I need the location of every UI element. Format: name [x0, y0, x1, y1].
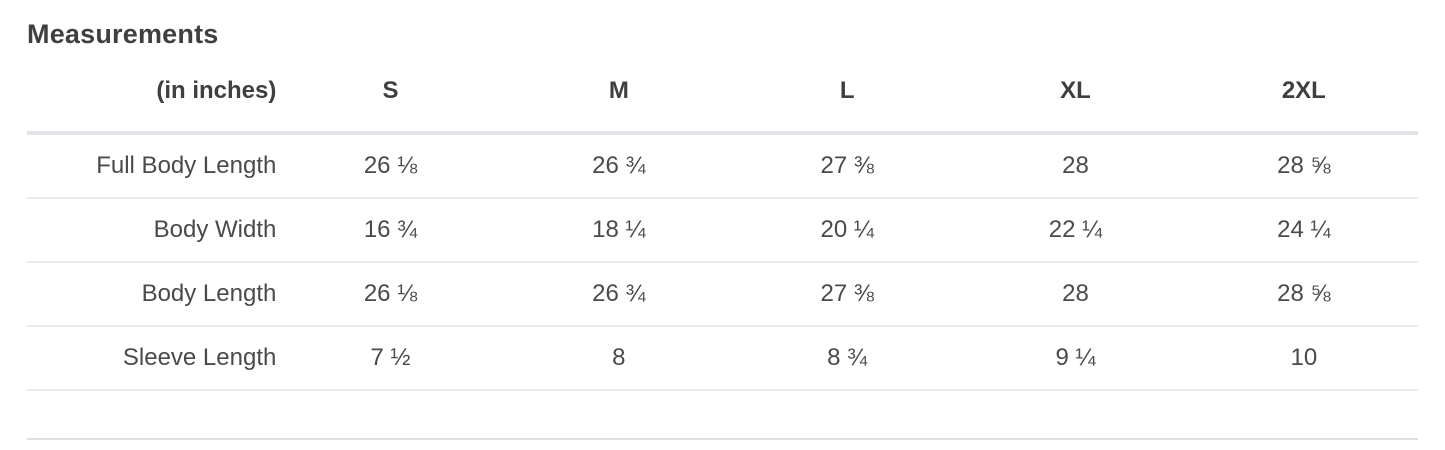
measurement-cell: 26 ⅛: [276, 262, 505, 327]
row-label: Sleeve Length: [27, 326, 277, 391]
column-header-s: S: [276, 50, 505, 135]
measurement-cell: 16 ¾: [276, 198, 505, 263]
measurement-cell: 26 ⅛: [276, 133, 505, 199]
row-label: Body Length: [27, 262, 277, 327]
column-header-2xl: 2XL: [1189, 50, 1418, 135]
table-row: Body Width 16 ¾ 18 ¼ 20 ¼ 22 ¼ 24 ¼: [27, 198, 1418, 263]
measurement-cell: 28: [961, 262, 1190, 327]
measurement-cell: 27 ⅜: [733, 133, 962, 199]
measurement-cell: 28 ⅝: [1189, 262, 1418, 327]
column-header-m: M: [504, 50, 733, 135]
measurement-cell: 22 ¼: [961, 198, 1190, 263]
table-row: Sleeve Length 7 ½ 8 8 ¾ 9 ¼ 10: [27, 326, 1418, 391]
measurement-cell: 26 ¾: [504, 262, 733, 327]
row-label: Full Body Length: [27, 133, 277, 199]
measurement-cell: 9 ¼: [961, 326, 1190, 391]
empty-cell: [27, 390, 1418, 440]
measurement-cell: 8 ¾: [733, 326, 962, 391]
measurement-cell: 10: [1189, 326, 1418, 391]
table-row: Body Length 26 ⅛ 26 ¾ 27 ⅜ 28 28 ⅝: [27, 262, 1418, 327]
measurement-cell: 8: [504, 326, 733, 391]
table-row: Full Body Length 26 ⅛ 26 ¾ 27 ⅜ 28 28 ⅝: [27, 133, 1418, 199]
measurement-cell: 20 ¼: [733, 198, 962, 263]
measurements-section: Measurements (in inches) S M L XL 2XL Fu…: [27, 19, 1418, 440]
empty-table-row: [27, 390, 1418, 440]
size-chart-body: Full Body Length 26 ⅛ 26 ¾ 27 ⅜ 28 28 ⅝ …: [27, 133, 1418, 440]
unit-label: (in inches): [27, 50, 277, 135]
size-chart-table: (in inches) S M L XL 2XL Full Body Lengt…: [27, 50, 1418, 440]
measurement-cell: 24 ¼: [1189, 198, 1418, 263]
row-label: Body Width: [27, 198, 277, 263]
header-row: (in inches) S M L XL 2XL: [27, 50, 1418, 135]
column-header-l: L: [733, 50, 962, 135]
size-chart-header: (in inches) S M L XL 2XL: [27, 50, 1418, 135]
measurement-cell: 27 ⅜: [733, 262, 962, 327]
measurement-cell: 18 ¼: [504, 198, 733, 263]
measurement-cell: 26 ¾: [504, 133, 733, 199]
measurement-cell: 28: [961, 133, 1190, 199]
measurement-cell: 7 ½: [276, 326, 505, 391]
page-title: Measurements: [27, 19, 219, 49]
column-header-xl: XL: [961, 50, 1190, 135]
measurement-cell: 28 ⅝: [1189, 133, 1418, 199]
